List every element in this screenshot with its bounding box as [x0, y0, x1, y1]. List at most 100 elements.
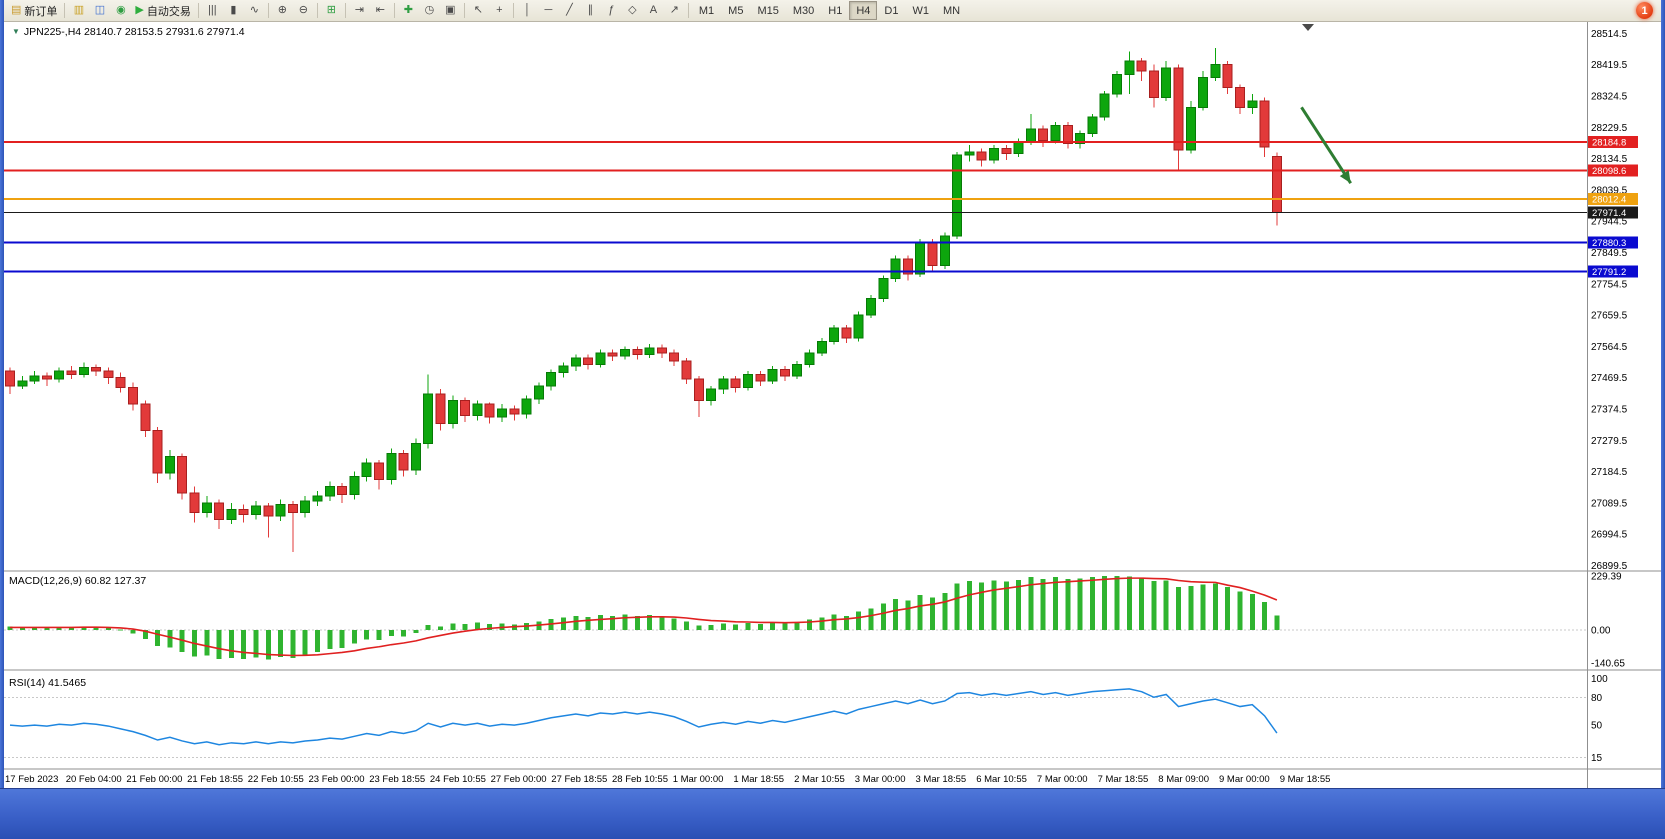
toolbar-label: H4 [856, 4, 871, 17]
horizontal-price-levels[interactable] [4, 141, 1587, 273]
toolbar-separator [512, 3, 514, 18]
svg-text:24 Feb 10:55: 24 Feb 10:55 [430, 774, 486, 785]
svg-text:28039.5: 28039.5 [1591, 185, 1628, 196]
crosshair-button[interactable]: + [489, 1, 510, 20]
fibonacci-button[interactable]: ƒ [601, 1, 622, 20]
svg-text:28324.5: 28324.5 [1591, 91, 1628, 102]
auto-scroll-button[interactable]: ⇥ [349, 1, 370, 20]
notification-badge[interactable]: 1 [1636, 2, 1653, 19]
toolbar-icon: ⊞ [326, 4, 336, 16]
toolbar-separator [316, 3, 318, 18]
toolbar-icon: ▮ [230, 4, 237, 16]
market-watch-button[interactable]: ▥ [68, 1, 89, 20]
svg-text:50: 50 [1591, 721, 1603, 732]
svg-text:2 Mar 10:55: 2 Mar 10:55 [794, 774, 845, 785]
toolbar-icon: ƒ [608, 4, 615, 16]
svg-text:17 Feb 2023: 17 Feb 2023 [5, 774, 58, 785]
svg-text:27089.5: 27089.5 [1591, 498, 1628, 509]
svg-text:8 Mar 09:00: 8 Mar 09:00 [1158, 774, 1209, 785]
tile-windows-button[interactable]: ⊞ [321, 1, 342, 20]
panel-separators[interactable] [4, 22, 1661, 788]
svg-text:1 Mar 18:55: 1 Mar 18:55 [733, 774, 784, 785]
arrow-object-button[interactable]: ↗ [664, 1, 685, 20]
svg-text:7 Mar 18:55: 7 Mar 18:55 [1098, 774, 1149, 785]
toolbar-label: M15 [757, 4, 779, 17]
timeframe-m15-button[interactable]: M15 [750, 1, 785, 20]
window-border-right [1661, 0, 1665, 788]
toolbar-label: M5 [728, 4, 744, 17]
timeframe-w1-button[interactable]: W1 [905, 1, 936, 20]
chart-canvas[interactable]: 28514.5 28419.5 28324.5 28229.5 28134.5 28039… [0, 0, 1665, 788]
periods-button[interactable]: ◷ [419, 1, 440, 20]
line-chart-button[interactable]: ∿ [244, 1, 265, 20]
toolbar-icon: ✚ [403, 4, 413, 16]
window-border-left [0, 0, 4, 788]
svg-text:28012.4: 28012.4 [1592, 194, 1626, 205]
shapes-button[interactable]: ◇ [622, 1, 643, 20]
candlestick-series [5, 48, 1282, 553]
bar-chart-button[interactable]: ||| [202, 1, 223, 20]
timeframe-mn-button[interactable]: MN [936, 1, 967, 20]
svg-text:28 Feb 10:55: 28 Feb 10:55 [612, 774, 668, 785]
svg-text:27374.5: 27374.5 [1591, 405, 1628, 416]
time-axis[interactable]: 17 Feb 2023 20 Feb 04:00 21 Feb 00:00 21 Fe… [5, 774, 1330, 785]
candlestick-chart-button[interactable]: ▮ [223, 1, 244, 20]
svg-text:27849.5: 27849.5 [1591, 248, 1628, 259]
svg-text:27279.5: 27279.5 [1591, 436, 1628, 447]
toolbar-icon: ▥ [73, 4, 85, 16]
equidistant-channel-button[interactable]: ∥ [580, 1, 601, 20]
zoom-out-button[interactable]: ⊖ [293, 1, 314, 20]
data-window-button[interactable]: ◫ [89, 1, 110, 20]
chart-shift-marker[interactable] [1302, 24, 1314, 31]
toolbar: ▤ 新订单 ▥ ◫ ◉ ▶ [4, 0, 1661, 22]
cursor-button[interactable]: ↖ [468, 1, 489, 20]
svg-text:9 Mar 00:00: 9 Mar 00:00 [1219, 774, 1270, 785]
horizontal-line-button[interactable]: ─ [538, 1, 559, 20]
toolbar-icon: ▣ [445, 4, 456, 16]
timeframe-h1-button[interactable]: H1 [821, 1, 849, 20]
taskbar[interactable] [0, 788, 1665, 839]
svg-text:23 Feb 18:55: 23 Feb 18:55 [369, 774, 425, 785]
templates-button[interactable]: ▣ [440, 1, 461, 20]
new-order-button[interactable]: ▤ 新订单 [7, 1, 61, 20]
svg-text:28098.6: 28098.6 [1592, 166, 1626, 177]
svg-text:6 Mar 10:55: 6 Mar 10:55 [976, 774, 1027, 785]
timeframe-m5-button[interactable]: M5 [721, 1, 750, 20]
toolbar-icon: ⊖ [298, 4, 308, 16]
text-button[interactable]: A [643, 1, 664, 20]
zoom-in-button[interactable]: ⊕ [272, 1, 293, 20]
price-axis[interactable]: 28514.5 28419.5 28324.5 28229.5 28134.5 28039… [1588, 29, 1638, 764]
svg-text:3 Mar 00:00: 3 Mar 00:00 [855, 774, 906, 785]
timeframe-m1-button[interactable]: M1 [692, 1, 721, 20]
svg-text:27659.5: 27659.5 [1591, 311, 1628, 322]
macd-signal-line [10, 577, 1278, 657]
trendline-button[interactable]: ╱ [559, 1, 580, 20]
timeframe-d1-button[interactable]: D1 [877, 1, 905, 20]
toolbar-icon: ▤ [11, 4, 22, 16]
svg-text:21 Feb 00:00: 21 Feb 00:00 [126, 774, 182, 785]
toolbar-icon: ▶ [135, 4, 144, 16]
autotrading-button[interactable]: ▶ 自动交易 [131, 1, 194, 20]
toolbar-icon: ∥ [587, 4, 594, 16]
indicators-button[interactable]: ✚ [398, 1, 419, 20]
svg-text:27 Feb 18:55: 27 Feb 18:55 [551, 774, 607, 785]
timeframe-h4-button[interactable]: H4 [849, 1, 878, 20]
navigator-button[interactable]: ◉ [110, 1, 131, 20]
timeframe-m30-button[interactable]: M30 [786, 1, 821, 20]
toolbar-separator [344, 3, 346, 18]
svg-text:9 Mar 18:55: 9 Mar 18:55 [1280, 774, 1331, 785]
chart-shift-button[interactable]: ⇤ [370, 1, 391, 20]
vertical-line-button[interactable]: │ [517, 1, 538, 20]
svg-text:28134.5: 28134.5 [1591, 154, 1628, 165]
toolbar-separator [687, 3, 689, 18]
toolbar-separator [64, 3, 66, 18]
symbol-dropdown-icon[interactable]: ▼ [12, 27, 20, 36]
svg-text:27184.5: 27184.5 [1591, 467, 1628, 478]
trend-arrow[interactable] [1300, 106, 1352, 184]
svg-text:27944.5: 27944.5 [1591, 217, 1628, 228]
svg-text:1 Mar 00:00: 1 Mar 00:00 [673, 774, 724, 785]
toolbar-separator [267, 3, 269, 18]
toolbar-icon: ╱ [566, 4, 573, 16]
toolbar-label: M1 [698, 4, 715, 17]
svg-text:15: 15 [1591, 753, 1603, 764]
